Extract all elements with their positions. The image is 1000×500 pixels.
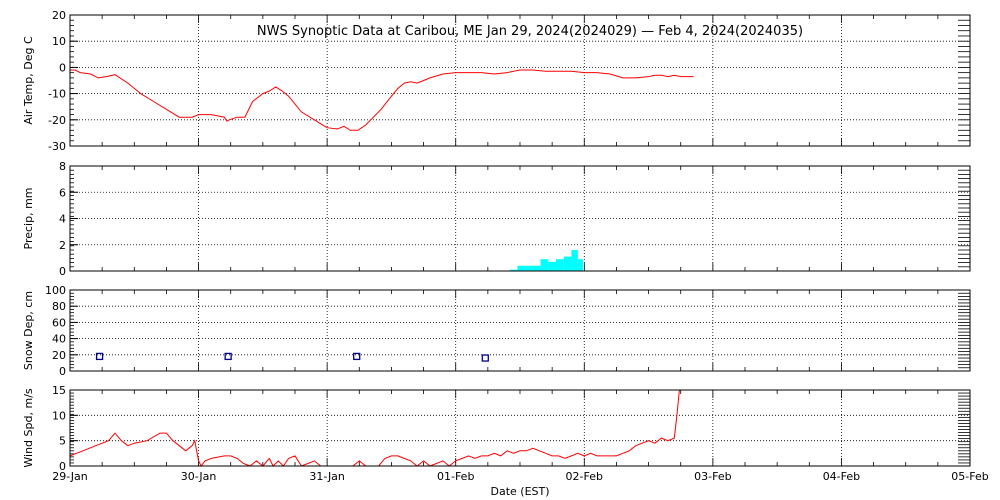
x-tick-label: 01-Feb — [437, 470, 474, 483]
y-axis-label: Air Temp, Deg C — [22, 36, 35, 125]
precip-bar — [532, 265, 541, 271]
y-tick-label: 0 — [59, 265, 66, 278]
y-tick-label: 4 — [59, 213, 66, 226]
panel-frame — [69, 14, 971, 147]
x-axis-label: Date (EST) — [490, 485, 549, 498]
panel-frame — [69, 165, 971, 272]
chart-title: NWS Synoptic Data at Caribou, ME Jan 29,… — [257, 24, 803, 39]
y-tick-label: -10 — [48, 88, 66, 101]
precip-bar — [525, 265, 533, 271]
y-tick-label: 80 — [52, 300, 66, 313]
precip-bar — [571, 250, 578, 271]
panel-frame — [69, 289, 971, 372]
x-tick-label: 31-Jan — [309, 470, 345, 483]
y-tick-label: 6 — [59, 186, 66, 199]
precip-bar — [540, 259, 549, 271]
y-tick-label: -20 — [48, 114, 66, 127]
y-tick-label: 60 — [52, 316, 66, 329]
x-tick-label: 30-Jan — [181, 470, 217, 483]
y-axis-label: Precip, mm — [22, 188, 35, 250]
panel-frame — [69, 389, 971, 467]
precip-bar — [509, 269, 518, 271]
x-tick-label: 05-Feb — [951, 470, 988, 483]
y-tick-label: 10 — [52, 35, 66, 48]
snow-depth-point — [481, 354, 489, 362]
y-tick-label: 5 — [59, 435, 66, 448]
precip-bar — [556, 259, 564, 271]
snow-depth-panel: 100 80 60 40 20 0 Snow Dep, cm — [22, 284, 971, 378]
snow-depth-point — [353, 352, 361, 361]
precip-bar — [548, 261, 556, 271]
air-temp-panel: 20 10 0 -10 -20 -30 Air Temp, Deg C — [22, 9, 971, 153]
y-axis-label: Wind Spd, m/s — [22, 388, 35, 468]
x-tick-label: 02-Feb — [566, 470, 603, 483]
y-tick-label: 0 — [59, 61, 66, 74]
air-temp-series-line — [70, 69, 694, 131]
y-tick-label: 0 — [59, 460, 66, 473]
y-tick-label: 40 — [52, 333, 66, 346]
y-tick-label: 100 — [45, 284, 66, 297]
y-tick-label: 10 — [52, 409, 66, 422]
snow-depth-point — [95, 352, 104, 361]
precip-panel: 8 6 4 2 0 Precip, mm — [22, 160, 971, 278]
y-tick-label: 20 — [52, 349, 66, 362]
y-tick-label: -30 — [48, 140, 66, 153]
precip-bar — [563, 256, 572, 271]
x-tick-label: 29-Jan — [52, 470, 88, 483]
y-axis-label: Snow Dep, cm — [22, 291, 35, 370]
y-tick-label: 15 — [52, 384, 66, 397]
y-tick-label: 20 — [52, 9, 66, 22]
y-tick-label: 8 — [59, 160, 66, 173]
wind-speed-series-line — [69, 389, 680, 467]
precip-bar — [577, 259, 583, 271]
wind-speed-panel: 15 10 5 0 Wind Spd, m/s 29-Jan 30-Jan 31-Jan 01-… — [22, 384, 989, 483]
y-tick-label: 0 — [59, 365, 66, 378]
y-tick-label: 2 — [59, 239, 66, 252]
precip-bar — [517, 265, 526, 271]
x-tick-label: 03-Feb — [694, 470, 731, 483]
snow-depth-point — [224, 352, 232, 361]
x-tick-label: 04-Feb — [823, 470, 860, 483]
